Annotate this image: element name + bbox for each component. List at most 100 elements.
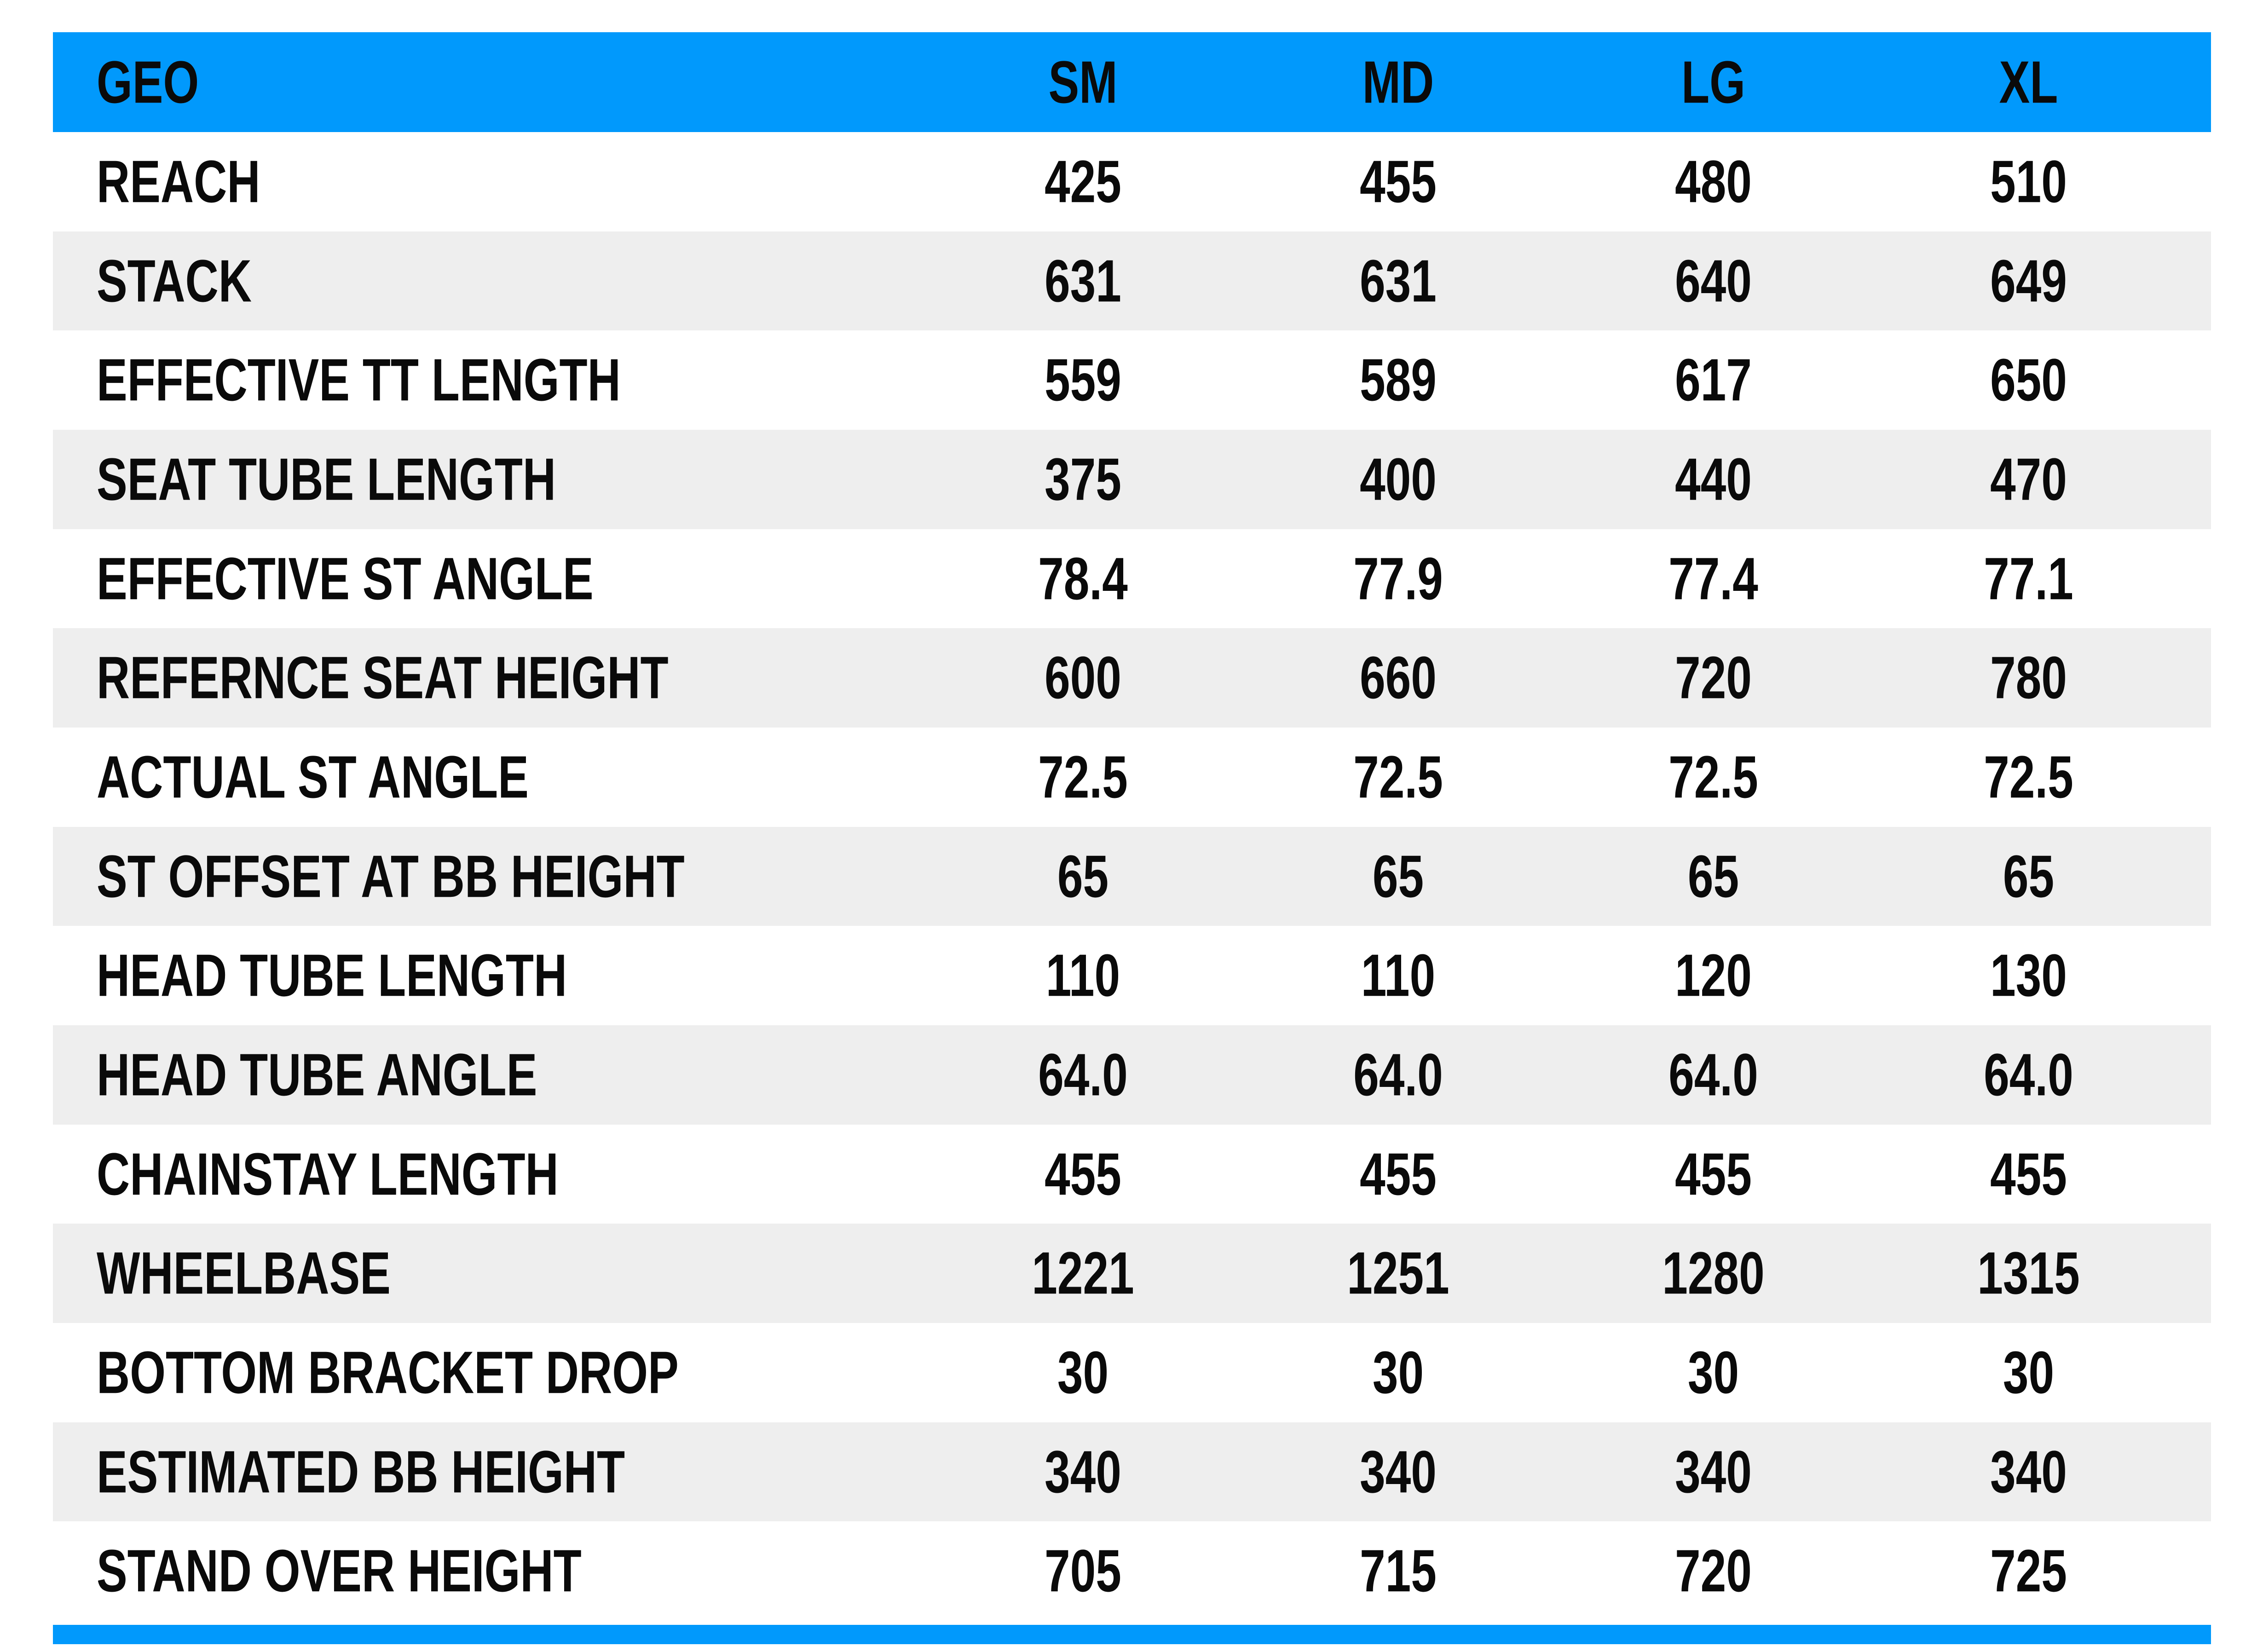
row-label-cell: ESTIMATED BB HEIGHT bbox=[97, 1439, 925, 1505]
value-cell-xl: 1315 bbox=[1871, 1241, 2186, 1306]
value-cell-md: 631 bbox=[1241, 248, 1556, 314]
table-row-stand-over-height: STAND OVER HEIGHT 705 715 720 725 bbox=[53, 1521, 2211, 1621]
value-sm: 425 bbox=[1045, 148, 1121, 215]
row-label: HEAD TUBE ANGLE bbox=[97, 1041, 537, 1109]
value-cell-lg: 30 bbox=[1556, 1340, 1871, 1405]
value-md: 589 bbox=[1360, 347, 1437, 414]
value-cell-sm: 455 bbox=[925, 1141, 1241, 1207]
value-cell-sm: 64.0 bbox=[925, 1042, 1241, 1108]
row-label: HEAD TUBE LENGTH bbox=[97, 942, 567, 1010]
table-row-stack: STACK 631 631 640 649 bbox=[53, 231, 2211, 331]
header-geo-cell: GEO bbox=[97, 49, 925, 115]
row-label-cell: BOTTOM BRACKET DROP bbox=[97, 1340, 925, 1405]
value-md: 64.0 bbox=[1353, 1041, 1443, 1109]
value-md: 660 bbox=[1360, 644, 1437, 711]
table-row-estimated-bb-height: ESTIMATED BB HEIGHT 340 340 340 340 bbox=[53, 1422, 2211, 1522]
value-cell-md: 715 bbox=[1241, 1538, 1556, 1604]
row-label: REACH bbox=[97, 148, 260, 215]
value-lg: 720 bbox=[1675, 644, 1752, 711]
value-cell-sm: 705 bbox=[925, 1538, 1241, 1604]
value-sm: 705 bbox=[1045, 1537, 1121, 1605]
value-cell-sm: 375 bbox=[925, 446, 1241, 512]
value-lg: 455 bbox=[1675, 1140, 1752, 1208]
value-xl: 65 bbox=[2003, 843, 2055, 910]
table-row-st-offset-at-bb-height: ST OFFSET AT BB HEIGHT 65 65 65 65 bbox=[53, 826, 2211, 926]
value-sm: 65 bbox=[1057, 843, 1109, 910]
row-label: WHEELBASE bbox=[97, 1240, 391, 1307]
header-size-md-cell: MD bbox=[1241, 49, 1556, 115]
row-label-cell: REACH bbox=[97, 149, 925, 214]
row-label-cell: ACTUAL ST ANGLE bbox=[97, 744, 925, 810]
value-cell-md: 340 bbox=[1241, 1439, 1556, 1505]
value-md: 631 bbox=[1360, 247, 1437, 315]
value-md: 1251 bbox=[1347, 1240, 1449, 1307]
value-cell-md: 589 bbox=[1241, 347, 1556, 413]
value-cell-xl: 340 bbox=[1871, 1439, 2186, 1505]
value-cell-sm: 631 bbox=[925, 248, 1241, 314]
row-label-cell: ST OFFSET AT BB HEIGHT bbox=[97, 843, 925, 909]
value-cell-md: 110 bbox=[1241, 943, 1556, 1009]
value-xl: 30 bbox=[2003, 1339, 2055, 1406]
value-md: 65 bbox=[1372, 843, 1424, 910]
table-row-actual-st-angle: ACTUAL ST ANGLE 72.5 72.5 72.5 72.5 bbox=[53, 728, 2211, 827]
value-cell-lg: 72.5 bbox=[1556, 744, 1871, 810]
value-cell-xl: 130 bbox=[1871, 943, 2186, 1009]
row-label: ACTUAL ST ANGLE bbox=[97, 744, 529, 811]
row-label: ESTIMATED BB HEIGHT bbox=[97, 1438, 625, 1506]
header-size-sm-label: SM bbox=[1048, 48, 1118, 116]
row-label-cell: STAND OVER HEIGHT bbox=[97, 1538, 925, 1604]
value-lg: 640 bbox=[1675, 247, 1752, 315]
value-cell-md: 72.5 bbox=[1241, 744, 1556, 810]
table-row-effective-st-angle: EFFECTIVE ST ANGLE 78.4 77.9 77.4 77.1 bbox=[53, 529, 2211, 629]
value-sm: 375 bbox=[1045, 446, 1121, 513]
value-cell-lg: 120 bbox=[1556, 943, 1871, 1009]
value-cell-sm: 30 bbox=[925, 1340, 1241, 1405]
value-cell-lg: 65 bbox=[1556, 843, 1871, 909]
value-cell-sm: 78.4 bbox=[925, 546, 1241, 612]
value-sm: 110 bbox=[1045, 942, 1120, 1010]
value-sm: 78.4 bbox=[1038, 545, 1128, 612]
table-row-refernce-seat-height: REFERNCE SEAT HEIGHT 600 660 720 780 bbox=[53, 628, 2211, 728]
value-md: 340 bbox=[1360, 1438, 1437, 1506]
value-sm: 600 bbox=[1045, 644, 1121, 711]
value-cell-xl: 77.1 bbox=[1871, 546, 2186, 612]
value-lg: 65 bbox=[1687, 843, 1739, 910]
value-cell-xl: 470 bbox=[1871, 446, 2186, 512]
row-label: BOTTOM BRACKET DROP bbox=[97, 1339, 679, 1406]
value-cell-xl: 455 bbox=[1871, 1141, 2186, 1207]
header-size-lg-cell: LG bbox=[1556, 49, 1871, 115]
value-md: 72.5 bbox=[1353, 744, 1443, 811]
value-cell-md: 455 bbox=[1241, 149, 1556, 214]
value-cell-sm: 559 bbox=[925, 347, 1241, 413]
value-xl: 455 bbox=[1990, 1140, 2067, 1208]
row-label: REFERNCE SEAT HEIGHT bbox=[97, 644, 669, 711]
value-sm: 559 bbox=[1045, 347, 1121, 414]
value-cell-lg: 1280 bbox=[1556, 1241, 1871, 1306]
table-header-row: GEO SM MD LG XL bbox=[53, 32, 2211, 132]
table-row-chainstay-length: CHAINSTAY LENGTH 455 455 455 455 bbox=[53, 1124, 2211, 1224]
value-sm: 455 bbox=[1045, 1140, 1121, 1208]
value-lg: 77.4 bbox=[1668, 545, 1758, 612]
table-row-seat-tube-length: SEAT TUBE LENGTH 375 400 440 470 bbox=[53, 430, 2211, 529]
value-sm: 72.5 bbox=[1038, 744, 1128, 811]
value-xl: 77.1 bbox=[1984, 545, 2073, 612]
value-cell-md: 30 bbox=[1241, 1340, 1556, 1405]
header-size-md-label: MD bbox=[1362, 48, 1434, 116]
table-row-wheelbase: WHEELBASE 1221 1251 1280 1315 bbox=[53, 1224, 2211, 1323]
value-lg: 340 bbox=[1675, 1438, 1752, 1506]
row-label: SEAT TUBE LENGTH bbox=[97, 446, 556, 513]
row-label: EFFECTIVE ST ANGLE bbox=[97, 545, 594, 612]
value-cell-sm: 65 bbox=[925, 843, 1241, 909]
value-lg: 480 bbox=[1675, 148, 1752, 215]
value-cell-xl: 780 bbox=[1871, 645, 2186, 711]
value-cell-xl: 650 bbox=[1871, 347, 2186, 413]
value-xl: 725 bbox=[1990, 1537, 2067, 1605]
value-cell-xl: 649 bbox=[1871, 248, 2186, 314]
value-xl: 130 bbox=[1990, 942, 2067, 1010]
value-xl: 649 bbox=[1990, 247, 2067, 315]
value-xl: 64.0 bbox=[1984, 1041, 2073, 1109]
value-sm: 1221 bbox=[1032, 1240, 1134, 1307]
value-cell-md: 64.0 bbox=[1241, 1042, 1556, 1108]
value-cell-sm: 72.5 bbox=[925, 744, 1241, 810]
